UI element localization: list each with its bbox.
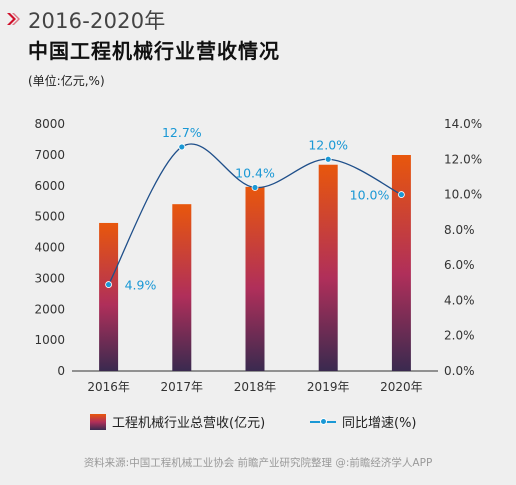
growth-label: 4.9% (125, 278, 157, 293)
y-right-tick-label: 8.0% (444, 223, 475, 237)
y-left-tick-label: 8000 (34, 117, 65, 131)
legend-line-label: 同比增速(%) (342, 416, 417, 431)
growth-point (397, 191, 405, 198)
x-tick-label: 2017年 (161, 380, 204, 394)
y-left-tick-label: 5000 (34, 210, 65, 224)
y-left-tick-label: 6000 (34, 179, 65, 193)
y-left-tick-label: 0 (57, 364, 65, 378)
y-right-tick-label: 12.0% (444, 152, 482, 166)
y-left-tick-label: 1000 (34, 333, 65, 347)
y-left-tick-label: 3000 (34, 271, 65, 285)
growth-label: 10.4% (235, 166, 275, 181)
legend-bar-swatch (90, 413, 106, 430)
growth-label: 10.0% (350, 188, 390, 203)
y-right-tick-label: 2.0% (444, 329, 475, 343)
chart-title: 中国工程机械行业营收情况 (28, 39, 280, 63)
growth-point (178, 143, 186, 151)
y-right-tick-label: 4.0% (444, 293, 475, 307)
bar (245, 186, 265, 371)
x-tick-label: 2019年 (307, 380, 350, 394)
bar (391, 154, 411, 371)
x-tick-label: 2020年 (380, 380, 423, 394)
bar (318, 164, 338, 371)
growth-point (324, 155, 332, 163)
y-right-tick-label: 0.0% (444, 364, 475, 378)
legend-bar-label: 工程机械行业总营收(亿元) (112, 416, 266, 431)
y-right-tick-label: 14.0% (444, 117, 482, 131)
y-left-tick-label: 7000 (34, 148, 65, 162)
bar (99, 222, 119, 371)
y-right-tick-label: 10.0% (444, 188, 482, 202)
source-note: 资料来源:中国工程机械工业协会 前瞻产业研究院整理 @:前瞻经济学人APP (83, 457, 433, 469)
y-left-tick-label: 4000 (34, 241, 65, 255)
growth-line (108, 143, 402, 285)
combo-chart: 0 1000 2000 3000 4000 5000 6000 7000 8000 0.0% 2.0… (34, 117, 482, 394)
x-tick-label: 2018年 (234, 380, 277, 394)
growth-label: 12.0% (308, 137, 348, 152)
y-left-tick-label: 2000 (34, 302, 65, 316)
growth-point (251, 184, 259, 191)
legend-line: 同比增速(%) (310, 412, 417, 431)
x-tick-label: 2016年 (87, 380, 130, 394)
chart-title-years: 2016-2020年 (28, 9, 166, 33)
bar (172, 204, 192, 371)
y-right-tick-label: 6.0% (444, 258, 475, 272)
unit-note: (单位:亿元,%) (28, 74, 105, 88)
growth-label: 12.7% (162, 125, 202, 140)
growth-point (105, 281, 112, 288)
title-marker-icon (7, 13, 20, 25)
legend-line-swatch (310, 414, 336, 430)
legend-bar: 工程机械行业总营收(亿元) (90, 412, 265, 431)
